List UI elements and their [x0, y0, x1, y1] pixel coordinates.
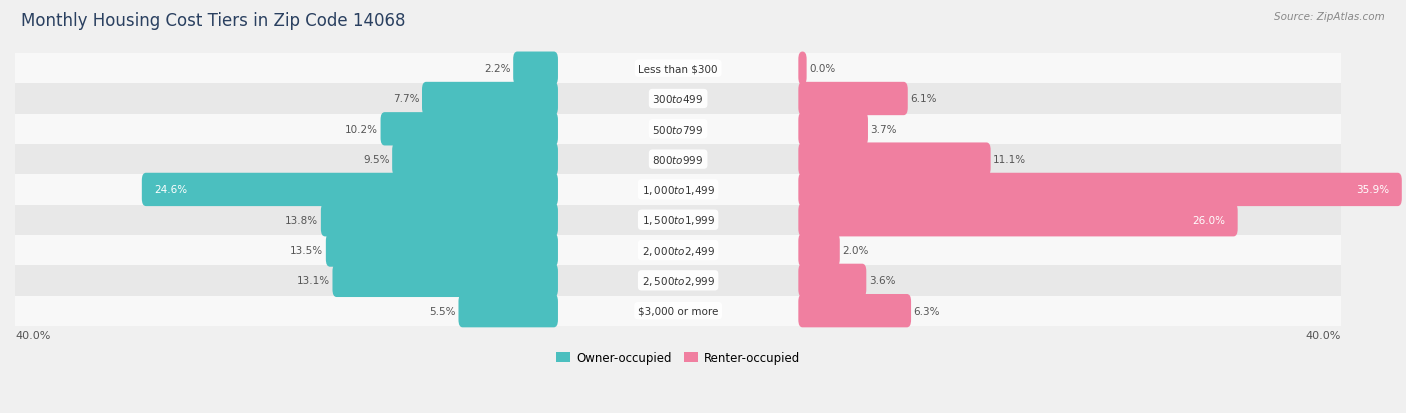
Text: $3,000 or more: $3,000 or more [638, 306, 718, 316]
Bar [15, 84, 1341, 114]
Text: 2.0%: 2.0% [842, 245, 869, 255]
Text: 24.6%: 24.6% [155, 185, 187, 195]
FancyBboxPatch shape [321, 204, 558, 237]
Bar [15, 235, 1341, 266]
FancyBboxPatch shape [422, 83, 558, 116]
Text: 35.9%: 35.9% [1357, 185, 1389, 195]
Text: 6.3%: 6.3% [914, 306, 941, 316]
Text: 40.0%: 40.0% [1306, 330, 1341, 341]
Bar [15, 175, 1341, 205]
Text: 3.7%: 3.7% [870, 124, 897, 135]
FancyBboxPatch shape [799, 264, 866, 297]
Text: 6.1%: 6.1% [910, 94, 936, 104]
Text: $1,000 to $1,499: $1,000 to $1,499 [641, 183, 714, 197]
Legend: Owner-occupied, Renter-occupied: Owner-occupied, Renter-occupied [551, 347, 804, 369]
Text: Monthly Housing Cost Tiers in Zip Code 14068: Monthly Housing Cost Tiers in Zip Code 1… [21, 12, 405, 30]
FancyBboxPatch shape [392, 143, 558, 176]
FancyBboxPatch shape [458, 294, 558, 328]
Text: Source: ZipAtlas.com: Source: ZipAtlas.com [1274, 12, 1385, 22]
FancyBboxPatch shape [142, 173, 558, 206]
Text: 0.0%: 0.0% [808, 64, 835, 74]
Text: $500 to $799: $500 to $799 [652, 123, 704, 135]
FancyBboxPatch shape [799, 113, 868, 146]
Text: 9.5%: 9.5% [363, 155, 389, 165]
FancyBboxPatch shape [799, 143, 991, 176]
Text: $2,500 to $2,999: $2,500 to $2,999 [641, 274, 714, 287]
Text: 26.0%: 26.0% [1192, 215, 1225, 225]
Text: 13.8%: 13.8% [285, 215, 318, 225]
FancyBboxPatch shape [799, 52, 807, 85]
Text: 13.5%: 13.5% [290, 245, 323, 255]
Text: 5.5%: 5.5% [429, 306, 456, 316]
Text: 13.1%: 13.1% [297, 276, 330, 286]
Text: 7.7%: 7.7% [394, 94, 419, 104]
Text: $300 to $499: $300 to $499 [652, 93, 704, 105]
FancyBboxPatch shape [381, 113, 558, 146]
Text: 11.1%: 11.1% [993, 155, 1026, 165]
Text: 3.6%: 3.6% [869, 276, 896, 286]
Bar [15, 54, 1341, 84]
Text: 10.2%: 10.2% [344, 124, 378, 135]
Bar [15, 145, 1341, 175]
Text: 40.0%: 40.0% [15, 330, 51, 341]
Text: $2,000 to $2,499: $2,000 to $2,499 [641, 244, 714, 257]
FancyBboxPatch shape [799, 83, 908, 116]
FancyBboxPatch shape [799, 234, 839, 267]
FancyBboxPatch shape [513, 52, 558, 85]
FancyBboxPatch shape [332, 264, 558, 297]
Bar [15, 266, 1341, 296]
Text: $800 to $999: $800 to $999 [652, 154, 704, 166]
FancyBboxPatch shape [799, 173, 1402, 206]
Bar [15, 296, 1341, 326]
Text: $1,500 to $1,999: $1,500 to $1,999 [641, 214, 714, 227]
Text: Less than $300: Less than $300 [638, 64, 718, 74]
FancyBboxPatch shape [799, 294, 911, 328]
FancyBboxPatch shape [326, 234, 558, 267]
Bar [15, 205, 1341, 235]
Bar [15, 114, 1341, 145]
FancyBboxPatch shape [799, 204, 1237, 237]
Text: 2.2%: 2.2% [484, 64, 510, 74]
